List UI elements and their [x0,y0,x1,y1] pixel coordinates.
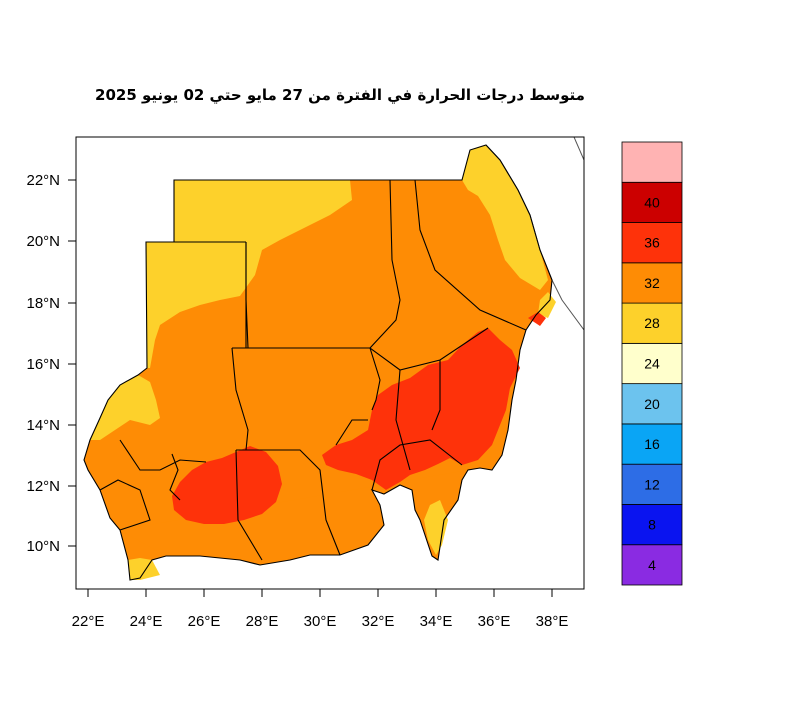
yellow-zone-southwest [128,558,160,580]
lat-label: 20°N [26,233,60,250]
lon-label: 24°E [130,613,163,630]
yellow-zone-east [538,292,556,318]
colorbar-label: 12 [644,476,660,492]
colorbar-swatch [621,222,683,264]
lat-label: 12°N [26,478,60,495]
colorbar-label: 20 [644,396,660,412]
south-sudan-lower [120,470,468,565]
lat-label: 18°N [26,295,60,312]
colorbar-label: 4 [648,557,656,573]
colorbar-label: 24 [644,356,660,372]
colorbar: 4 8 12 16 20 24 28 32 36 40 [621,141,683,586]
map-title: متوسط درجات الحرارة في الفترة من 27 مايو… [95,86,585,104]
lat-label: 16°N [26,356,60,373]
lat-label: 10°N [26,538,60,555]
colorbar-swatch [621,544,683,586]
colorbar-swatch [621,463,683,505]
colorbar-label: 8 [648,517,656,533]
longitude-labels: 22°E 24°E 26°E 28°E 30°E 32°E 34°E 36°E … [72,613,569,630]
red-spot-east [528,312,546,326]
red-zone-southwest [172,446,282,524]
colorbar-swatch [621,302,683,344]
lon-label: 38°E [536,613,569,630]
map-panel [84,145,556,580]
lon-label: 34°E [420,613,453,630]
colorbar-swatch [621,504,683,546]
yellow-zone-south [424,500,448,555]
state-boundaries [83,144,553,581]
lon-label: 28°E [246,613,279,630]
yellow-zone-northeast [462,145,548,290]
yellow-zone-north [146,180,352,368]
colorbar-label: 40 [644,194,660,210]
colorbar-label: 28 [644,315,660,331]
colorbar-swatch [621,423,683,465]
colorbar-label: 32 [644,275,660,291]
colorbar-swatch [621,383,683,425]
lon-label: 36°E [478,613,511,630]
colorbar-label: 16 [644,436,660,452]
colorbar-swatch [621,141,683,183]
yellow-zone-west [90,375,160,440]
latitude-labels: 22°N 20°N 18°N 16°N 14°N 12°N 10°N [26,172,60,555]
red-zone-east [322,328,520,490]
lon-label: 22°E [72,613,105,630]
lon-label: 30°E [304,613,337,630]
colorbar-swatch [621,262,683,304]
lat-label: 14°N [26,417,60,434]
axis-ticks [68,179,553,597]
lon-label: 32°E [362,613,395,630]
colorbar-label: 36 [644,235,660,251]
lat-label: 22°N [26,172,60,189]
colorbar-swatch [621,181,683,223]
lon-label: 26°E [188,613,221,630]
colorbar-swatch [621,342,683,385]
map-frame [75,136,585,590]
